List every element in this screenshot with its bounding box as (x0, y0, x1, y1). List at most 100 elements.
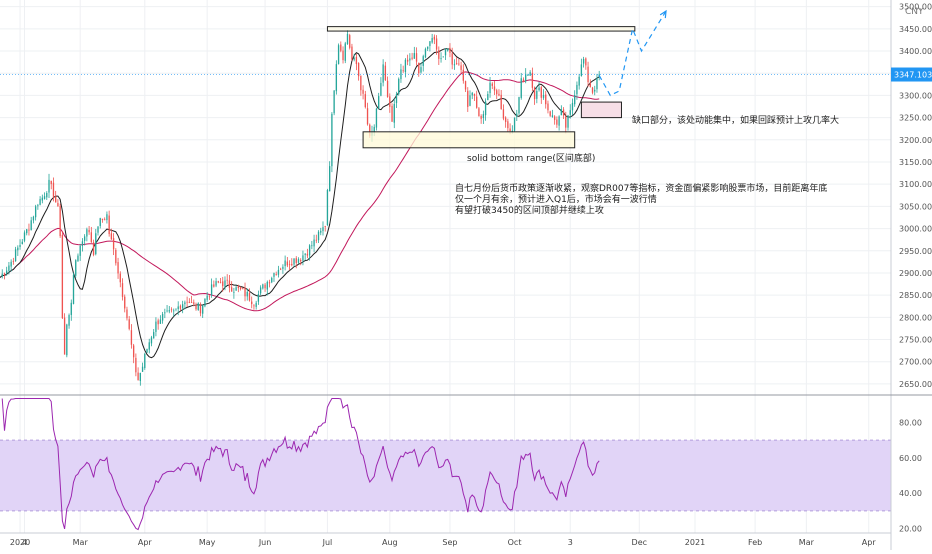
candle-body (181, 304, 184, 309)
candle-body (533, 87, 536, 100)
candle-body (277, 269, 280, 275)
candle-body (553, 116, 556, 120)
candle-body (467, 90, 469, 107)
y-tick-label: 2750.00 (899, 336, 932, 345)
candle-body (92, 242, 95, 255)
candle-body (28, 229, 30, 231)
candle-body (139, 372, 142, 382)
candle-body (502, 109, 505, 119)
candle-body (398, 78, 400, 95)
candle-body (545, 94, 547, 105)
candle-body (30, 220, 32, 231)
y-tick-label: 3050.00 (899, 202, 932, 211)
top-range-box (326, 26, 636, 32)
candle-body (251, 301, 253, 305)
candle-body (195, 304, 197, 310)
candle-body (353, 58, 355, 60)
candle-body (75, 260, 77, 276)
candle-body (378, 96, 380, 109)
candle-body (556, 119, 558, 125)
candle-body (337, 45, 340, 65)
candle-body (569, 110, 571, 115)
candle-body (444, 49, 447, 56)
candle-body (12, 261, 15, 262)
candle-body (542, 95, 545, 98)
ma-short-line (0, 48, 600, 359)
currency-label: CNY (905, 7, 924, 17)
candle-body (346, 33, 349, 45)
y-tick-label: 3500.00 (899, 3, 932, 12)
candle-body (449, 47, 451, 53)
x-tick-label: Dec (632, 538, 647, 547)
candle-body (300, 260, 302, 262)
candle-body (50, 180, 52, 185)
candle-body (500, 94, 502, 109)
candle-body (317, 231, 320, 241)
candle-body (329, 166, 331, 192)
candle-body (228, 280, 231, 288)
candle-body (271, 278, 273, 283)
candle-body (447, 48, 449, 51)
candle-body (540, 87, 542, 98)
candle-body (562, 109, 565, 116)
candle-body (164, 312, 166, 314)
candle-body (493, 86, 496, 91)
candle-body (351, 46, 353, 60)
candle-body (380, 82, 382, 96)
candle-body (402, 70, 404, 72)
candle-body (362, 89, 364, 94)
candle-body (580, 64, 583, 77)
candle-body (460, 65, 462, 70)
candle-body (547, 103, 549, 111)
candle-body (141, 366, 144, 372)
candle-body (574, 95, 576, 105)
candle-body (222, 281, 224, 287)
candle-body (424, 48, 427, 58)
projection-path (598, 10, 667, 97)
outlook-line-1: 自七月份后货币政策逐渐收紧，观察DR007等指标，资金面偏紧影响股票市场，目前距… (455, 182, 827, 194)
candle-body (589, 83, 591, 87)
candle-body (126, 309, 128, 319)
candle-body (440, 58, 442, 60)
candle-body (66, 324, 68, 356)
candle-body (295, 258, 297, 263)
candle-body (208, 295, 211, 297)
candle-body (565, 116, 567, 128)
candle-body (273, 273, 275, 277)
candle-body (549, 111, 551, 116)
candle-body (188, 301, 191, 303)
candle-body (507, 121, 509, 129)
candle-body (101, 218, 104, 220)
x-tick-label: Mar (799, 538, 815, 547)
candle-body (567, 115, 569, 128)
candle-body (288, 264, 291, 266)
candle-body (349, 35, 351, 48)
candle-body (175, 308, 177, 310)
candle-body (61, 234, 64, 319)
annotation-texts: solid bottom range(区间底部) 缺口部分，该处动能集中，如果回… (455, 114, 839, 216)
candle-body (297, 259, 300, 263)
candle-body (121, 283, 124, 297)
candle-body (81, 241, 84, 246)
candle-body (322, 227, 324, 231)
gap-label: 缺口部分，该处动能集中，如果回踩预计上攻几率大 (632, 114, 839, 126)
candle-body (153, 332, 155, 339)
candle-body (375, 108, 378, 128)
candle-body (253, 305, 255, 307)
candle-body (471, 92, 473, 96)
x-tick-label: 2020 (10, 538, 30, 547)
last-price-tag-text: 3347.103 (894, 71, 932, 80)
candle-body (17, 247, 19, 251)
candle-body (19, 244, 21, 247)
x-tick-label: 2021 (685, 538, 705, 547)
candle-body (206, 295, 208, 300)
candle-body (406, 59, 409, 62)
rsi-line (1, 398, 600, 531)
candle-body (177, 306, 179, 310)
candle-body (37, 205, 39, 207)
candle-body (335, 64, 338, 92)
candle-body (400, 69, 402, 80)
